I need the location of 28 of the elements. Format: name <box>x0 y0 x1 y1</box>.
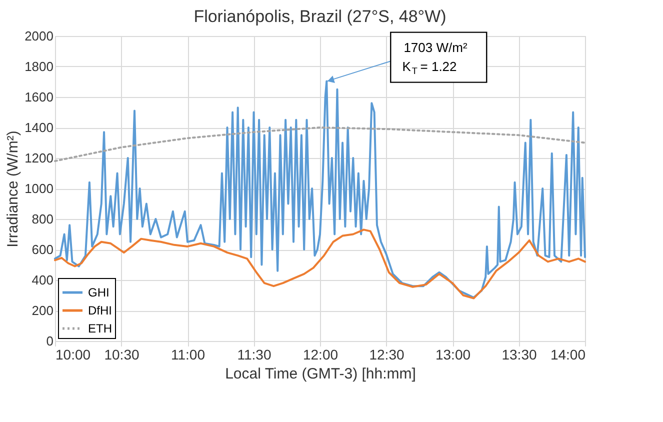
x-tick-label: 13:30 <box>502 346 537 362</box>
y-tick-label: 2000 <box>24 28 54 44</box>
x-tick-label: 11:30 <box>237 346 272 362</box>
y-tick-label: 0 <box>46 334 54 348</box>
y-tick-label: 400 <box>32 272 54 288</box>
x-tick-label: 12:00 <box>302 346 338 362</box>
x-tick-label: 12:30 <box>369 346 404 362</box>
x-tick-label: 10:00 <box>56 346 91 362</box>
y-tick-label: 1600 <box>24 90 54 104</box>
y-tick-label: 1200 <box>24 150 54 166</box>
y-tick-label: 800 <box>32 212 54 226</box>
y-tick-label: 600 <box>32 242 54 257</box>
y-tick-label: 1000 <box>24 181 54 196</box>
x-axis-title: Local Time (GMT-3) [hh:mm] <box>225 366 416 382</box>
y-tick-label: 1800 <box>24 59 54 74</box>
y-tick-label: 1400 <box>24 120 54 135</box>
chart-title: Florianópolis, Brazil (27°S, 48°W) <box>194 7 446 26</box>
line-series <box>54 228 586 300</box>
x-tick-label: 11:00 <box>171 346 206 362</box>
x-tick-label: 14:00 <box>550 346 586 362</box>
legend-label: DfHI <box>88 304 112 318</box>
y-axis-title: Irradiance (W/m²) <box>4 130 22 248</box>
y-tick-label: 200 <box>32 303 54 318</box>
x-tick-label: 13:00 <box>435 346 471 362</box>
x-tick-label: 10:30 <box>104 346 140 362</box>
legend-label: GHI <box>88 286 110 300</box>
line-series <box>54 126 586 162</box>
legend-label: ETH <box>88 322 112 336</box>
